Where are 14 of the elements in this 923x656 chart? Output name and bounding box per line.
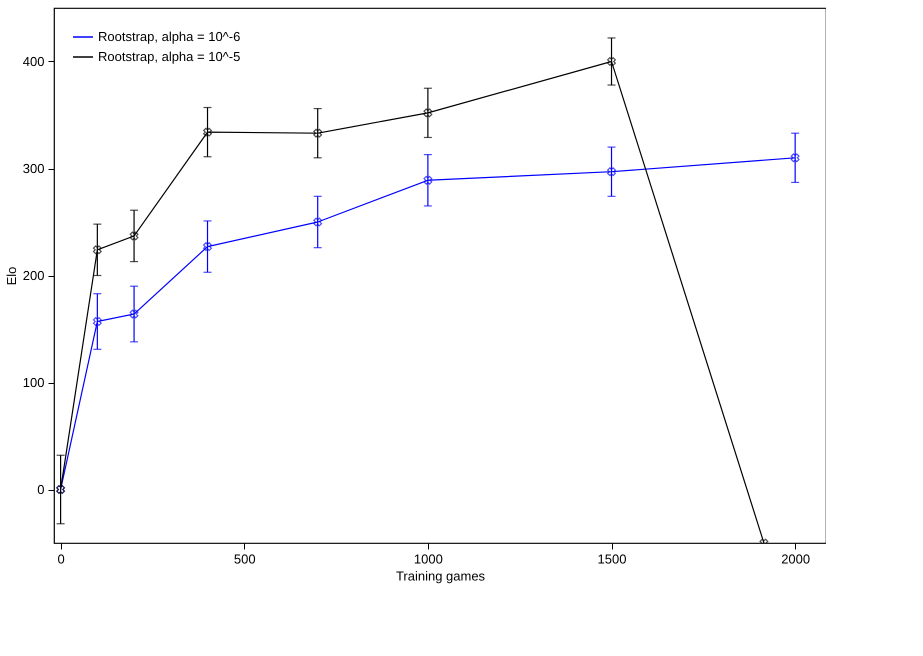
x-tick-label: 500 <box>234 552 256 566</box>
x-tick-label: 0 <box>57 552 65 566</box>
legend-label: Rootstrap, alpha = 10^-6 <box>98 29 240 44</box>
y-tick-label: 300 <box>22 161 44 176</box>
y-axis-title: Elo <box>4 266 19 286</box>
x-axis-title: Training games <box>396 568 486 584</box>
y-tick-label: 0 <box>37 482 44 497</box>
legend-label: Rootstrap, alpha = 10^-5 <box>98 49 240 64</box>
x-tick-label: 2000 <box>781 552 810 566</box>
y-tick-label: 200 <box>22 268 44 283</box>
x-tick-label: 1000 <box>414 552 443 566</box>
y-tick-label: 400 <box>22 54 44 69</box>
y-tick-label: 100 <box>22 375 44 390</box>
x-tick-label: 1500 <box>598 552 626 566</box>
